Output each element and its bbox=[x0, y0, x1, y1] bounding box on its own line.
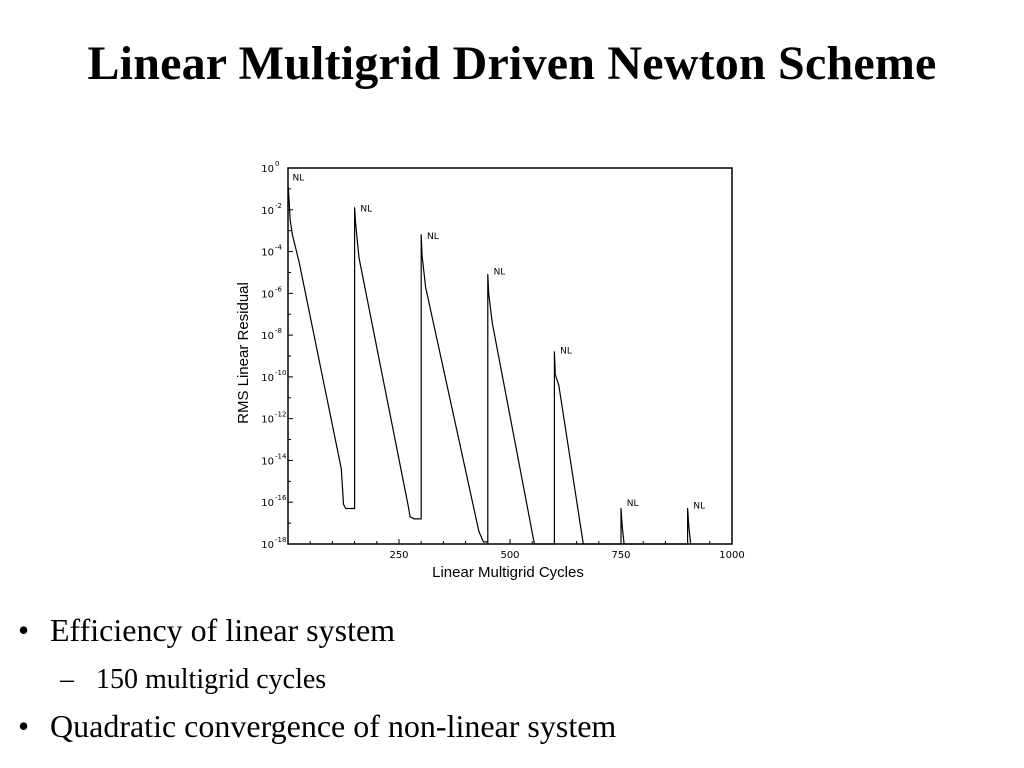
bullet-item: • Quadratic convergence of non-linear sys… bbox=[18, 708, 616, 745]
y-tick-label: 10 bbox=[261, 289, 274, 300]
x-tick-label: 750 bbox=[611, 550, 630, 561]
y-tick-exponent: -4 bbox=[275, 244, 283, 252]
y-tick-label: 10 bbox=[261, 415, 274, 426]
y-tick-exponent: -6 bbox=[275, 285, 283, 293]
y-tick-exponent: -16 bbox=[275, 494, 287, 502]
bullet-item: • Efficiency of linear system bbox=[18, 612, 395, 649]
nonlinear-step-label: NL bbox=[494, 267, 506, 277]
x-tick-label: 500 bbox=[500, 550, 519, 561]
nonlinear-step-label: NL bbox=[427, 232, 439, 242]
nonlinear-step-label: NL bbox=[560, 347, 572, 357]
y-tick-label: 10 bbox=[261, 540, 274, 551]
y-tick-label: 10 bbox=[261, 248, 274, 259]
y-tick-exponent: -10 bbox=[275, 369, 286, 377]
residual-series-line bbox=[287, 186, 692, 545]
y-tick-label: 10 bbox=[261, 206, 274, 217]
y-tick-exponent: -12 bbox=[275, 411, 286, 419]
y-axis-label: RMS Linear Residual bbox=[235, 282, 252, 424]
y-tick-label: 10 bbox=[261, 164, 274, 175]
x-axis-label: Linear Multigrid Cycles bbox=[432, 564, 584, 581]
bullet-text: Efficiency of linear system bbox=[50, 612, 396, 648]
y-tick-label: 10 bbox=[261, 331, 274, 342]
bullet-text: Quadratic convergence of non-linear syst… bbox=[50, 708, 617, 744]
chart-container: 10 0 10 -2 10 -4 10 -6 10 -8 10 -10 10 -12 10 -14 10 -16 1… bbox=[235, 160, 745, 581]
nonlinear-step-label: NL bbox=[627, 499, 639, 509]
sub-bullet-item: –150 multigrid cycles bbox=[60, 664, 326, 696]
sub-bullet-marker: – bbox=[60, 664, 74, 695]
bullet-marker: • bbox=[18, 708, 30, 744]
x-tick-label: 250 bbox=[389, 550, 408, 561]
series-group bbox=[287, 186, 692, 545]
nonlinear-step-label: NL bbox=[693, 501, 705, 511]
y-tick-label: 10 bbox=[261, 373, 274, 384]
y-tick-label: 10 bbox=[261, 498, 274, 509]
y-tick-exponent: -8 bbox=[275, 327, 282, 335]
x-ticks-group: 250 500 750 1000 bbox=[309, 539, 745, 561]
x-tick-label: 1000 bbox=[719, 550, 744, 561]
nonlinear-step-label: NL bbox=[360, 205, 372, 215]
y-tick-exponent: -14 bbox=[275, 452, 287, 460]
sub-bullet-text: 150 multigrid cycles bbox=[96, 664, 327, 695]
annotations-group: NL NL NL NL NL NL NL bbox=[292, 173, 705, 511]
bullet-marker: • bbox=[18, 612, 30, 648]
nonlinear-step-label: NL bbox=[292, 173, 304, 183]
y-tick-exponent: -2 bbox=[275, 202, 282, 210]
y-tick-exponent: 0 bbox=[275, 160, 279, 168]
y-tick-exponent: -18 bbox=[275, 536, 286, 544]
y-tick-label: 10 bbox=[261, 456, 274, 467]
slide-title: Linear Multigrid Driven Newton Scheme bbox=[87, 37, 937, 90]
